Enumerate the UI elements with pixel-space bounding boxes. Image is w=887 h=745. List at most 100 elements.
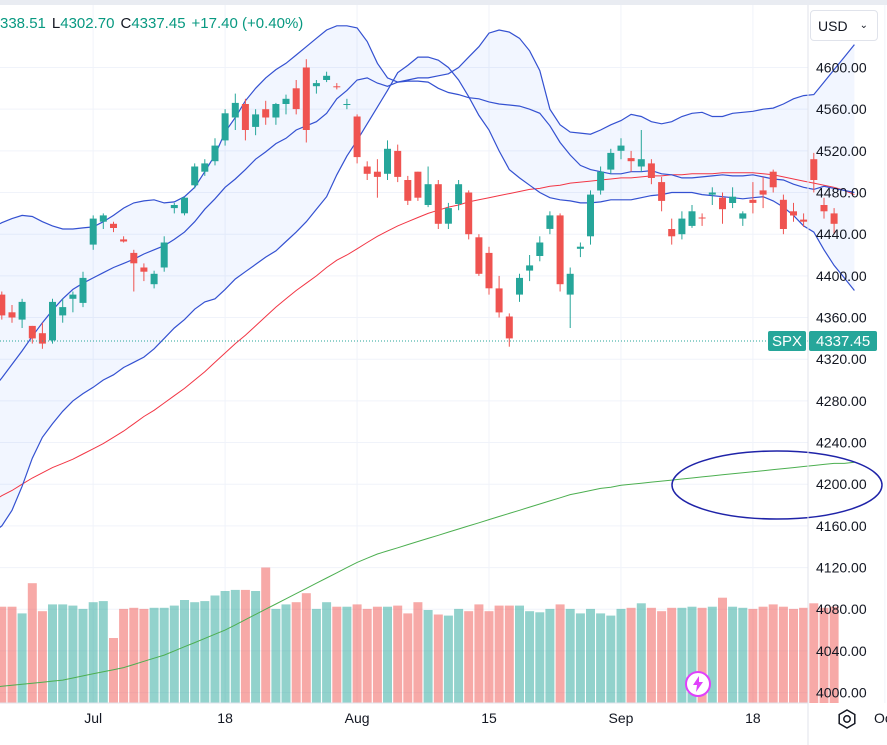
volume-bar: [575, 613, 585, 703]
volume-bar: [251, 591, 261, 703]
volume-bar: [454, 608, 464, 703]
volume-bar: [230, 589, 240, 703]
candle: [475, 234, 483, 276]
candle: [820, 197, 828, 219]
candle: [749, 182, 757, 214]
volume-bar: [799, 607, 809, 703]
volume-bar: [0, 606, 7, 703]
volume-bar: [109, 638, 118, 703]
candle: [790, 202, 797, 222]
candle: [140, 263, 148, 282]
volume-bar: [809, 603, 819, 703]
annotation-ellipse[interactable]: [671, 450, 883, 520]
volume-bar: [728, 606, 738, 703]
candle: [28, 325, 36, 344]
last-price-tag: [809, 331, 877, 351]
candle: [363, 161, 371, 180]
candle: [231, 93, 239, 130]
bollinger-middle-line: [0, 77, 855, 382]
volume-bar: [78, 608, 88, 703]
volume-bar: [504, 605, 514, 703]
candle: [434, 180, 442, 229]
volume-bar: [7, 606, 17, 703]
volume-bar: [758, 606, 768, 703]
price-tick-label: 4480.00: [816, 185, 867, 201]
candle: [38, 322, 46, 349]
candle: [99, 213, 107, 229]
candle: [810, 152, 818, 193]
moving-average-200-line: [0, 461, 855, 687]
symbol-tag: [768, 331, 806, 351]
price-tick-label: 4600.00: [816, 60, 867, 76]
volume-bar: [778, 606, 788, 703]
candle: [282, 94, 290, 115]
volume-bar: [261, 567, 271, 703]
candle: [414, 171, 422, 201]
time-tick-label: Aug: [345, 710, 370, 726]
candle: [779, 194, 787, 235]
candle: [69, 291, 77, 313]
price-tick-label: 4360.00: [816, 310, 867, 326]
candle: [120, 236, 128, 243]
top-border: [0, 0, 887, 5]
candle: [759, 176, 767, 209]
price-tick-label: 4240.00: [816, 435, 867, 451]
moving-average-50-line: [0, 172, 855, 498]
volume-bar: [443, 615, 453, 703]
price-tick-label: 4440.00: [816, 226, 867, 242]
close-value: 4337.45: [131, 15, 186, 32]
candle: [211, 138, 219, 166]
candle: [729, 187, 737, 209]
candle: [0, 291, 6, 320]
volume-bar: [27, 583, 37, 703]
volume-bar: [180, 600, 189, 703]
volume-bar: [220, 591, 230, 703]
candle: [627, 150, 635, 172]
volume-bar: [58, 604, 68, 703]
currency-selector[interactable]: USD ⌄: [810, 10, 878, 41]
high-value: 338.51: [0, 15, 46, 32]
volume-bar: [423, 610, 433, 703]
candle: [302, 59, 310, 143]
price-tick-label: 4400.00: [816, 268, 867, 284]
lightning-icon[interactable]: [684, 670, 712, 698]
candle: [465, 190, 473, 240]
volume-bar: [545, 608, 555, 703]
candle: [607, 148, 615, 174]
candle: [312, 80, 320, 94]
low-value: 4302.70: [60, 15, 115, 32]
price-tag: SPX 4337.45: [768, 331, 877, 351]
candle: [59, 298, 67, 323]
volume-bar: [119, 608, 129, 703]
candle: [455, 180, 463, 211]
volume-bar: [697, 607, 707, 703]
candle: [384, 140, 391, 180]
volume-bar: [474, 604, 484, 703]
symbol-label: SPX: [772, 333, 802, 350]
volume-bar: [48, 604, 57, 703]
candle: [830, 208, 838, 235]
volume-bar: [606, 615, 616, 703]
candle: [170, 202, 178, 214]
volume-bar: [667, 607, 677, 703]
candle: [333, 83, 341, 90]
candle: [495, 275, 503, 318]
volume-bar: [17, 613, 27, 703]
gear-icon[interactable]: [835, 707, 859, 731]
price-axis[interactable]: 4600.00 4560.00 4520.00 4480.00 4440.00 4400.…: [816, 60, 867, 701]
volume-bar: [586, 608, 595, 703]
candle: [160, 236, 168, 272]
volume-bar: [311, 608, 321, 703]
volume-bar: [707, 606, 717, 703]
time-tick-label: 18: [745, 710, 761, 726]
candle: [262, 100, 270, 125]
candle: [800, 213, 808, 227]
candle: [8, 305, 16, 323]
time-axis[interactable]: Jul 18 Aug 15 Sep 18 Oct: [84, 710, 887, 726]
time-tick-label: 15: [481, 710, 497, 726]
volume-bar: [677, 607, 687, 703]
volume-bar: [687, 606, 697, 703]
volume-bar: [515, 605, 524, 703]
candle: [719, 192, 726, 224]
